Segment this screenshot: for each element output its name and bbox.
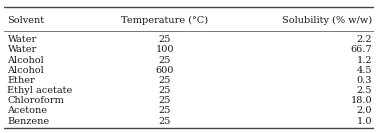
Text: 25: 25 bbox=[159, 76, 171, 85]
Text: Water: Water bbox=[8, 35, 37, 44]
Text: Benzene: Benzene bbox=[8, 117, 50, 126]
Text: 25: 25 bbox=[159, 96, 171, 105]
Text: 2.2: 2.2 bbox=[357, 35, 372, 44]
Text: Alcohol: Alcohol bbox=[8, 66, 44, 75]
Text: 25: 25 bbox=[159, 106, 171, 115]
Text: 100: 100 bbox=[156, 45, 174, 54]
Text: 18.0: 18.0 bbox=[351, 96, 372, 105]
Text: 4.5: 4.5 bbox=[357, 66, 372, 75]
Text: 1.2: 1.2 bbox=[357, 56, 372, 65]
Text: 25: 25 bbox=[159, 56, 171, 65]
Text: 25: 25 bbox=[159, 86, 171, 95]
Text: 2.0: 2.0 bbox=[357, 106, 372, 115]
Text: 66.7: 66.7 bbox=[351, 45, 372, 54]
Text: 2.5: 2.5 bbox=[357, 86, 372, 95]
Text: Acetone: Acetone bbox=[8, 106, 48, 115]
Text: Water: Water bbox=[8, 45, 37, 54]
Text: Alcohol: Alcohol bbox=[8, 56, 44, 65]
Text: 600: 600 bbox=[156, 66, 174, 75]
Text: 25: 25 bbox=[159, 35, 171, 44]
Text: 0.3: 0.3 bbox=[357, 76, 372, 85]
Text: Solvent: Solvent bbox=[8, 16, 45, 25]
Text: 1.0: 1.0 bbox=[357, 117, 372, 126]
Text: Temperature (°C): Temperature (°C) bbox=[121, 16, 209, 25]
Text: Chloroform: Chloroform bbox=[8, 96, 64, 105]
Text: 25: 25 bbox=[159, 117, 171, 126]
Text: Ethyl acetate: Ethyl acetate bbox=[8, 86, 73, 95]
Text: Solubility (% w/w): Solubility (% w/w) bbox=[282, 16, 372, 25]
Text: Ether: Ether bbox=[8, 76, 35, 85]
